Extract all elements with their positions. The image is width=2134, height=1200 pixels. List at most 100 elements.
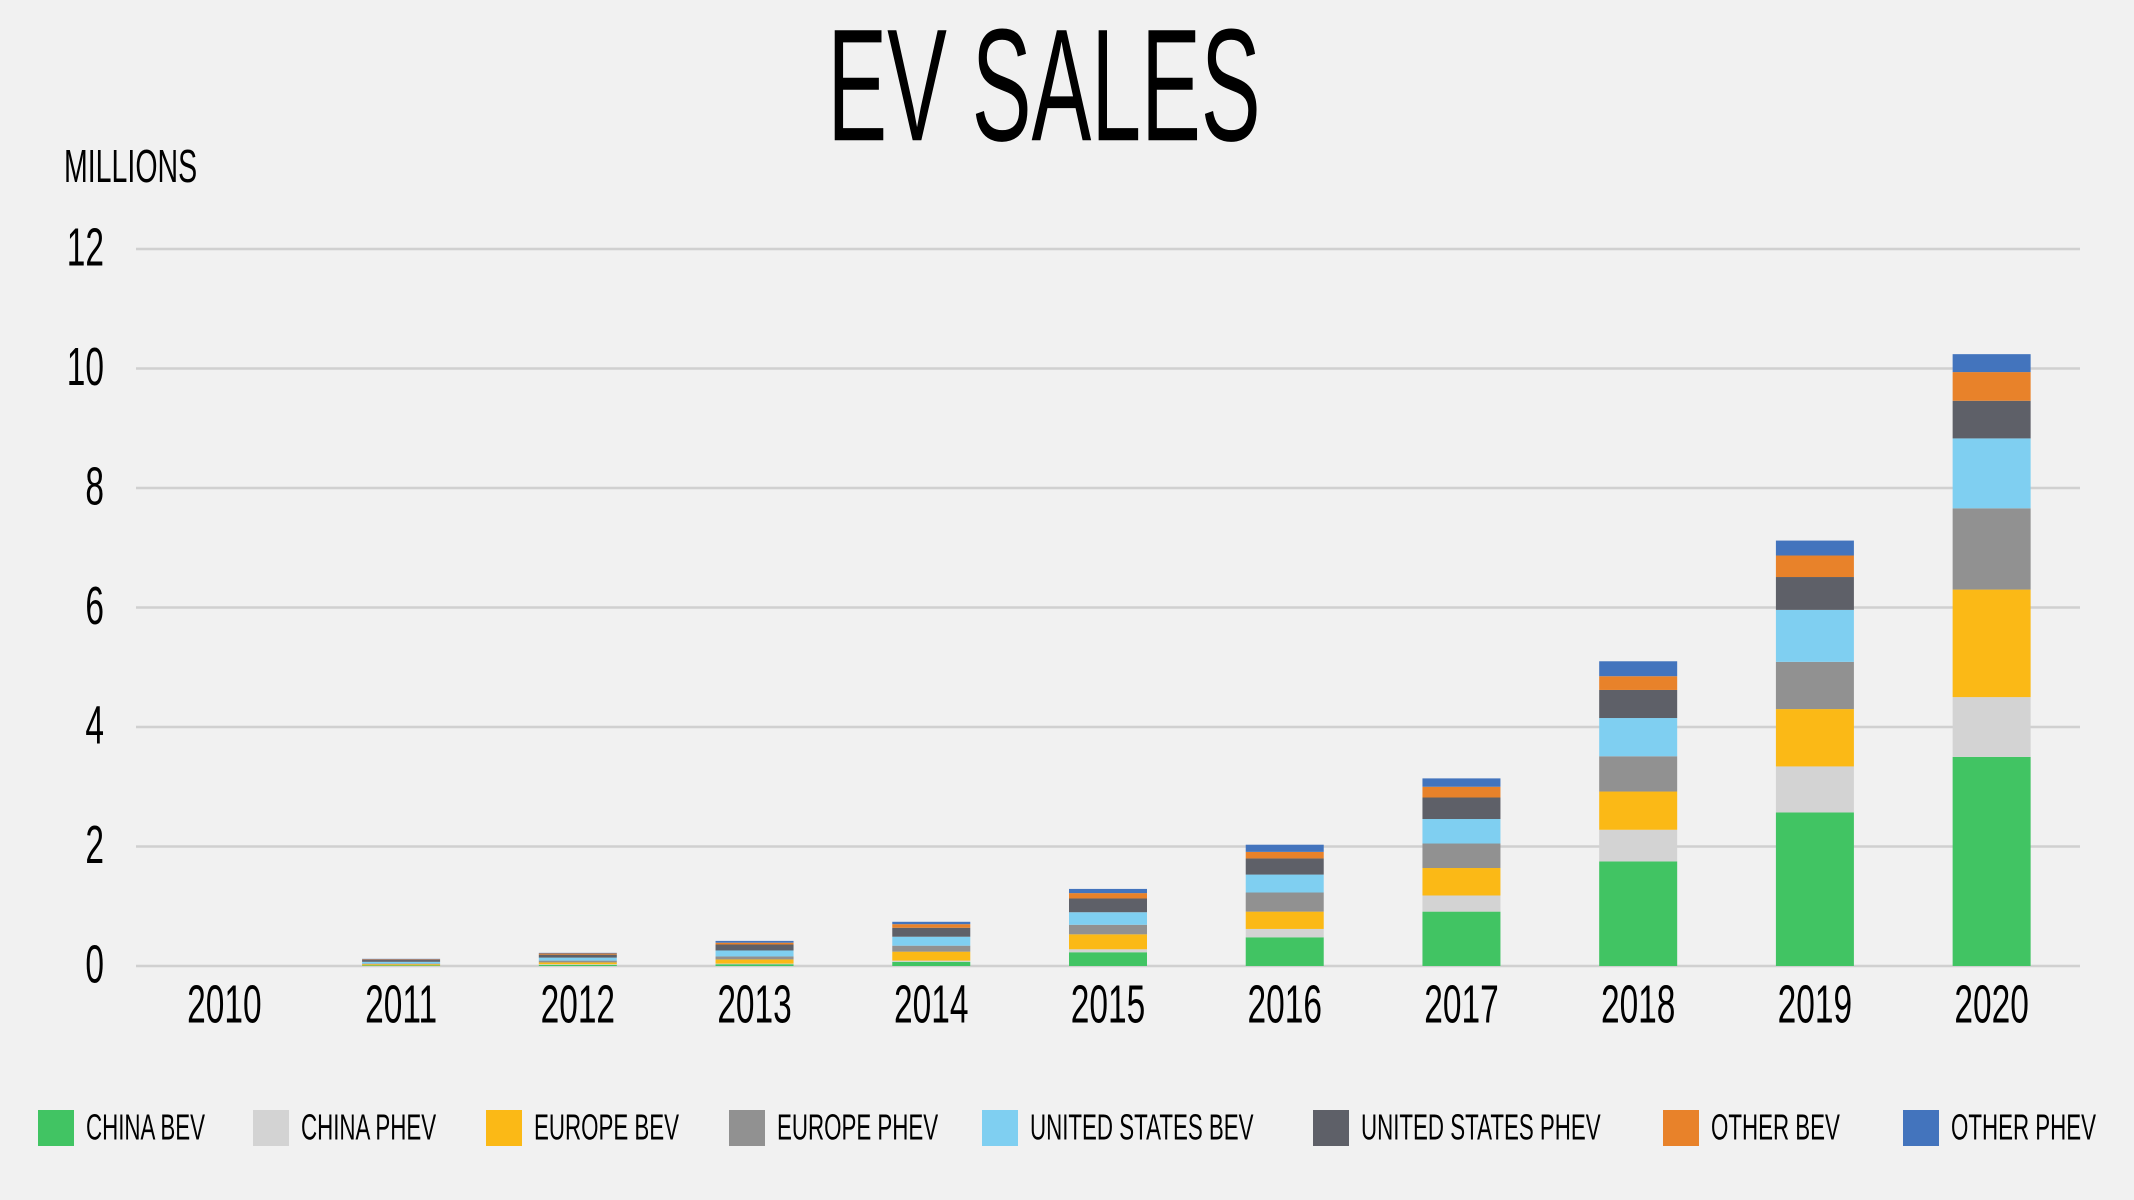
bar-segment xyxy=(1952,354,2031,373)
bar-segment xyxy=(1069,952,1147,966)
x-tick-label: 2012 xyxy=(541,973,615,1034)
bar-segment xyxy=(892,921,971,925)
bar-segment xyxy=(1775,812,1854,966)
bar-segment xyxy=(715,956,794,960)
bar-segment xyxy=(715,942,794,945)
bar-segment xyxy=(892,945,971,952)
bar-segment xyxy=(1775,661,1854,710)
y-tick-label: 0 xyxy=(85,933,104,994)
bar-segment xyxy=(1069,898,1147,913)
bar-segment xyxy=(1069,949,1147,953)
bar-segment xyxy=(1952,372,2031,401)
bar-segment xyxy=(362,958,441,960)
legend-label: CHINA PHEV xyxy=(301,1108,436,1148)
y-tick-label: 6 xyxy=(85,574,104,635)
bar-segment xyxy=(1245,911,1324,929)
y-tick-label: 2 xyxy=(85,813,104,874)
x-tick-label: 2019 xyxy=(1778,973,1852,1034)
legend-swatch xyxy=(1903,1110,1939,1146)
legend-label: CHINA BEV xyxy=(86,1108,205,1148)
legend-label: EUROPE PHEV xyxy=(777,1108,938,1148)
bar-segment xyxy=(715,950,794,957)
y-tick-label: 10 xyxy=(67,335,104,396)
bar-segment xyxy=(892,924,971,928)
bar-segment xyxy=(715,959,794,964)
bar-segment xyxy=(1599,676,1678,690)
bar-segment xyxy=(1422,895,1501,912)
x-tick-label: 2018 xyxy=(1601,973,1675,1034)
y-tick-label: 4 xyxy=(85,694,104,755)
bar-segment xyxy=(538,964,617,966)
bar-segment xyxy=(1775,609,1854,662)
bar-segment xyxy=(1245,844,1324,852)
bar-segment xyxy=(1599,829,1678,862)
legend-swatch xyxy=(38,1110,74,1146)
legend-swatch xyxy=(982,1110,1018,1146)
bar-segment xyxy=(892,960,971,962)
legend-swatch xyxy=(486,1110,522,1146)
bar-segment xyxy=(1245,892,1324,912)
bar-segment xyxy=(1599,718,1678,757)
legend-swatch xyxy=(253,1110,289,1146)
bar-segment xyxy=(362,965,441,966)
bar-segment xyxy=(1069,893,1147,899)
bar-segment xyxy=(538,964,617,965)
bar-segment xyxy=(1245,858,1324,875)
bar-segment xyxy=(1599,756,1678,792)
bar-segment xyxy=(1069,924,1147,935)
legend-label: OTHER BEV xyxy=(1711,1108,1840,1148)
bar-segment xyxy=(1069,934,1147,950)
chart-title: EV SALES xyxy=(827,0,1260,175)
bar-segment xyxy=(1245,928,1324,938)
bar-segment xyxy=(1952,589,2031,698)
bar-segment xyxy=(1952,756,2031,966)
legend-label: UNITED STATES PHEV xyxy=(1361,1108,1601,1148)
bar-segment xyxy=(1245,937,1324,966)
bar-segment xyxy=(1952,508,2031,590)
bar-segment xyxy=(1422,868,1501,896)
bar-segment xyxy=(1422,819,1501,844)
bar-segment xyxy=(1422,843,1501,869)
bar-segment xyxy=(1245,851,1324,859)
bar-segment xyxy=(1422,786,1501,798)
legend-swatch xyxy=(729,1110,765,1146)
bar-segment xyxy=(1599,791,1678,830)
bar-segment xyxy=(715,964,794,966)
bar-segment xyxy=(1775,577,1854,610)
y-tick-label: 12 xyxy=(67,216,104,277)
x-tick-label: 2020 xyxy=(1954,973,2028,1034)
bar-segment xyxy=(1422,911,1501,966)
bar-segment xyxy=(362,959,441,961)
x-tick-label: 2010 xyxy=(187,973,261,1034)
bar-segment xyxy=(715,963,794,965)
legend-label: OTHER PHEV xyxy=(1951,1108,2096,1148)
bar-segment xyxy=(1069,912,1147,925)
bar-segment xyxy=(1775,540,1854,556)
bar-segment xyxy=(1952,438,2031,509)
bar-segment xyxy=(538,954,617,958)
bar-segment xyxy=(1245,874,1324,893)
bar-segment xyxy=(1599,661,1678,677)
legend-swatch xyxy=(1663,1110,1699,1146)
bar-segment xyxy=(362,961,441,964)
bar-segment xyxy=(538,953,617,955)
x-tick-label: 2015 xyxy=(1071,973,1145,1034)
bar-segment xyxy=(538,960,617,963)
y-tick-label: 8 xyxy=(85,455,104,516)
bar-segment xyxy=(362,960,441,962)
y-axis-label: MILLIONS xyxy=(64,141,197,193)
bar-segment xyxy=(1952,400,2031,439)
bar-segment xyxy=(715,944,794,951)
bar-segment xyxy=(538,952,617,954)
bar-segment xyxy=(892,927,971,937)
bar-segment xyxy=(362,964,441,966)
legend-swatch xyxy=(1313,1110,1349,1146)
bar-segment xyxy=(1422,797,1501,820)
x-tick-label: 2011 xyxy=(365,973,437,1034)
bar-segment xyxy=(1952,697,2031,757)
bar-segment xyxy=(1599,689,1678,719)
x-tick-label: 2014 xyxy=(894,973,968,1034)
bar-segment xyxy=(1599,861,1678,966)
